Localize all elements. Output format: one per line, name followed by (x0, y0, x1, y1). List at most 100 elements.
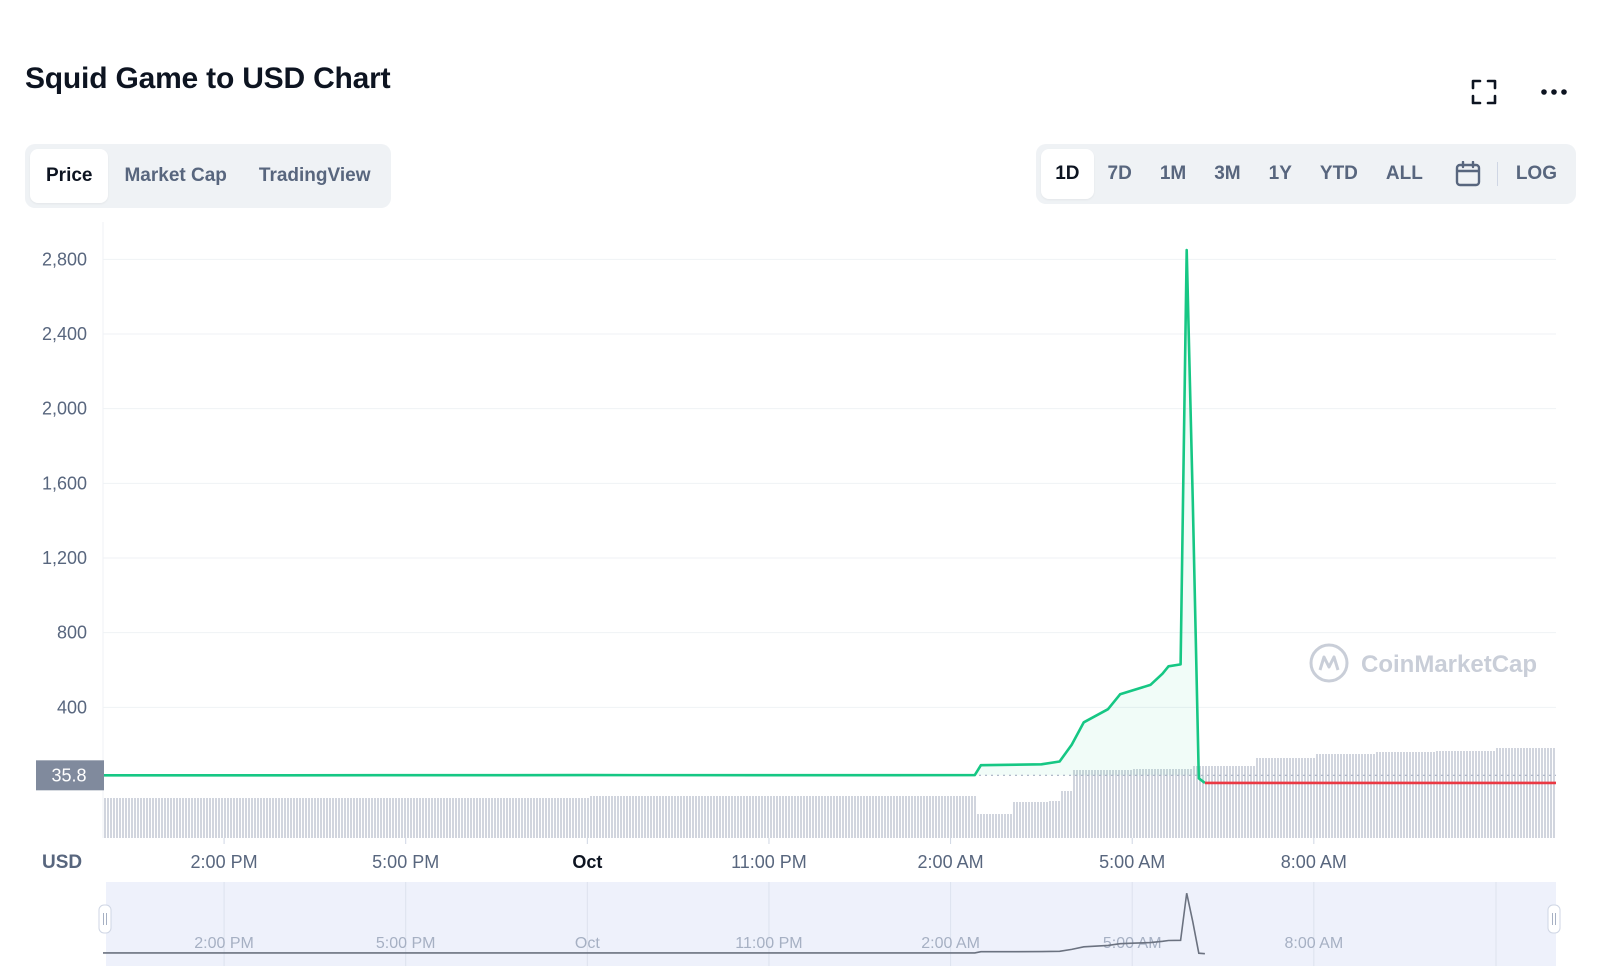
volume-bar (560, 798, 562, 838)
tab-price[interactable]: Price (30, 149, 109, 203)
volume-bar (323, 798, 325, 838)
volume-bar (1061, 791, 1063, 838)
more-options-button[interactable] (1538, 76, 1570, 108)
volume-bar (863, 796, 865, 838)
volume-bar (1505, 748, 1507, 838)
volume-bar (104, 798, 106, 838)
volume-bar (257, 798, 259, 838)
volume-bar (1358, 754, 1360, 838)
volume-bar (413, 798, 415, 838)
volume-bar (830, 796, 832, 838)
volume-bar (1298, 758, 1300, 838)
volume-bar (755, 796, 757, 838)
volume-bar (959, 796, 961, 838)
volume-bar (1397, 752, 1399, 838)
tab-tradingview[interactable]: TradingView (258, 165, 371, 186)
volume-bar (791, 796, 793, 838)
volume-bar (317, 798, 319, 838)
volume-bar (602, 796, 604, 838)
volume-bar (815, 796, 817, 838)
volume-bar (620, 796, 622, 838)
volume-bar (272, 798, 274, 838)
volume-bar (746, 796, 748, 838)
range-1y[interactable]: 1Y (1268, 163, 1292, 184)
volume-bar (1334, 754, 1336, 838)
volume-bar (671, 796, 673, 838)
volume-bar (779, 796, 781, 838)
range-3m[interactable]: 3M (1214, 163, 1241, 184)
volume-bar (287, 798, 289, 838)
volume-bar (224, 798, 226, 838)
volume-bar (371, 798, 373, 838)
volume-bar (1304, 758, 1306, 838)
range-7d[interactable]: 7D (1107, 163, 1132, 184)
navigator-right-handle[interactable] (1547, 904, 1561, 934)
volume-bar (1007, 814, 1009, 838)
volume-bar (851, 796, 853, 838)
volume-bar (668, 796, 670, 838)
coinmarketcap-logo-mark (1318, 655, 1340, 671)
volume-bar (1277, 758, 1279, 838)
volume-bar (1415, 752, 1417, 838)
volume-bar (146, 798, 148, 838)
volume-bar (785, 796, 787, 838)
volume-bar (608, 796, 610, 838)
volume-bar (902, 796, 904, 838)
volume-bar (761, 796, 763, 838)
navigator-left-handle[interactable] (98, 904, 112, 934)
range-all[interactable]: ALL (1385, 163, 1423, 184)
volume-bar (1082, 770, 1084, 838)
volume-bar (1232, 766, 1234, 838)
volume-bar (488, 798, 490, 838)
x-tick-label: 11:00 PM (731, 852, 807, 872)
volume-bar (203, 798, 205, 838)
volume-bar (527, 798, 529, 838)
range-ytd[interactable]: YTD (1319, 163, 1358, 184)
volume-bar (1235, 766, 1237, 838)
volume-bar (320, 798, 322, 838)
volume-bar (152, 798, 154, 838)
volume-bar (422, 798, 424, 838)
volume-bar (1247, 766, 1249, 838)
volume-bar (1010, 814, 1012, 838)
volume-bar (773, 796, 775, 838)
volume-bar (1301, 758, 1303, 838)
volume-bar (554, 798, 556, 838)
volume-bar (440, 798, 442, 838)
range-1d[interactable]: 1D (1041, 149, 1094, 199)
log-scale-toggle[interactable]: LOG (1515, 163, 1557, 184)
volume-bar (542, 798, 544, 838)
volume-bar (1166, 769, 1168, 838)
current-price-tag-bg (36, 760, 104, 791)
volume-bar (338, 798, 340, 838)
volume-bar (137, 798, 139, 838)
fullscreen-button[interactable] (1468, 76, 1500, 108)
volume-bar (1016, 802, 1018, 838)
range-1m[interactable]: 1M (1159, 163, 1187, 184)
range-navigator[interactable]: 2:00 PM 5:00 PM Oct 11:00 PM 2:00 AM 5:00 AM 8… (98, 882, 1561, 966)
volume-bar (1451, 751, 1453, 838)
volume-bar (1427, 752, 1429, 838)
volume-bar (1262, 758, 1264, 838)
volume-bar (941, 796, 943, 838)
date-picker-button[interactable] (1437, 149, 1493, 199)
volume-bar (479, 798, 481, 838)
volume-bar (389, 798, 391, 838)
volume-bar (1463, 751, 1465, 838)
volume-bar (617, 796, 619, 838)
volume-bar (878, 796, 880, 838)
volume-bar (1259, 758, 1261, 838)
volume-bar (1079, 770, 1081, 838)
volume-bar (914, 796, 916, 838)
volume-bar (563, 798, 565, 838)
volume-bar (1052, 801, 1054, 838)
tab-market-cap[interactable]: Market Cap (124, 165, 227, 186)
volume-bar (158, 798, 160, 838)
volume-bar (215, 798, 217, 838)
volume-bar (1403, 752, 1405, 838)
volume-bar (119, 798, 121, 838)
volume-bar (1031, 802, 1033, 838)
volume-bar (1355, 754, 1357, 838)
volume-bar (1433, 752, 1435, 838)
